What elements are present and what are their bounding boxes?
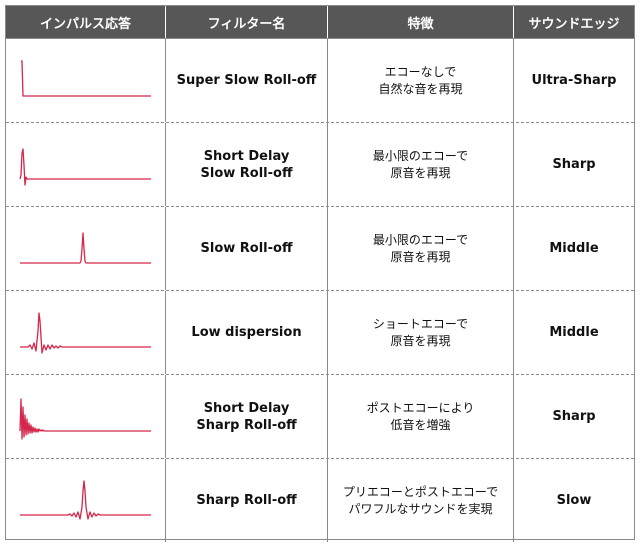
feature-text: プリエコーとポストエコーで パワフルなサウンドを実現	[328, 459, 514, 542]
table-row: Slow Roll-off 最小限のエコーで 原音を再現 Middle	[6, 206, 634, 290]
header-sound-edge: サウンドエッジ	[528, 16, 620, 32]
impulse-response-graph	[18, 147, 151, 186]
sound-edge-value: Middle	[549, 325, 599, 340]
filter-name: Short Delay Slow Roll-off	[166, 123, 328, 206]
impulse-response-cell	[6, 459, 166, 542]
impulse-response-graph	[20, 59, 151, 97]
impulse-response-graph	[19, 311, 151, 354]
table-row: Low dispersion ショートエコーで 原音を再現 Middle	[6, 290, 634, 374]
sound-edge-value: Sharp	[552, 157, 596, 172]
impulse-response-graph	[18, 397, 151, 440]
filter-name: Short Delay Sharp Roll-off	[166, 375, 328, 458]
sound-edge-value: Sharp	[552, 409, 596, 424]
filter-name: Slow Roll-off	[166, 207, 328, 290]
filter-comparison-table: インパルス応答 フィルター名 特徴 サウンドエッジ Super Slow Rol…	[5, 5, 635, 542]
table-row: Short Delay Slow Roll-off 最小限のエコーで 原音を再現…	[6, 122, 634, 206]
impulse-response-graph	[19, 231, 151, 264]
filter-name: Low dispersion	[166, 291, 328, 374]
impulse-response-cell	[6, 375, 166, 458]
feature-text: 最小限のエコーで 原音を再現	[328, 123, 514, 206]
feature-text: ポストエコーにより 低音を増強	[328, 375, 514, 458]
impulse-response-graph	[19, 479, 151, 520]
table-row: Super Slow Roll-off エコーなしで 自然な音を再現 Ultra…	[6, 38, 634, 122]
feature-text: 最小限のエコーで 原音を再現	[328, 207, 514, 290]
table-row: Short Delay Sharp Roll-off ポストエコーにより 低音を…	[6, 374, 634, 458]
impulse-response-cell	[6, 39, 166, 122]
table-header: インパルス応答 フィルター名 特徴 サウンドエッジ	[6, 6, 634, 38]
header-feature: 特徴	[328, 6, 514, 38]
impulse-response-cell	[6, 123, 166, 206]
feature-text: エコーなしで 自然な音を再現	[328, 39, 514, 122]
filter-name: Super Slow Roll-off	[166, 39, 328, 122]
impulse-response-cell	[6, 291, 166, 374]
feature-text: ショートエコーで 原音を再現	[328, 291, 514, 374]
sound-edge-value: Middle	[549, 241, 599, 256]
sound-edge-value: Slow	[556, 493, 592, 508]
impulse-response-cell	[6, 207, 166, 290]
sound-edge-value: Ultra-Sharp	[531, 73, 617, 88]
header-filter-name: フィルター名	[166, 6, 328, 38]
filter-name: Sharp Roll-off	[166, 459, 328, 542]
header-impulse-response: インパルス応答	[6, 6, 166, 38]
table-row: Sharp Roll-off プリエコーとポストエコーで パワフルなサウンドを実…	[6, 458, 634, 542]
